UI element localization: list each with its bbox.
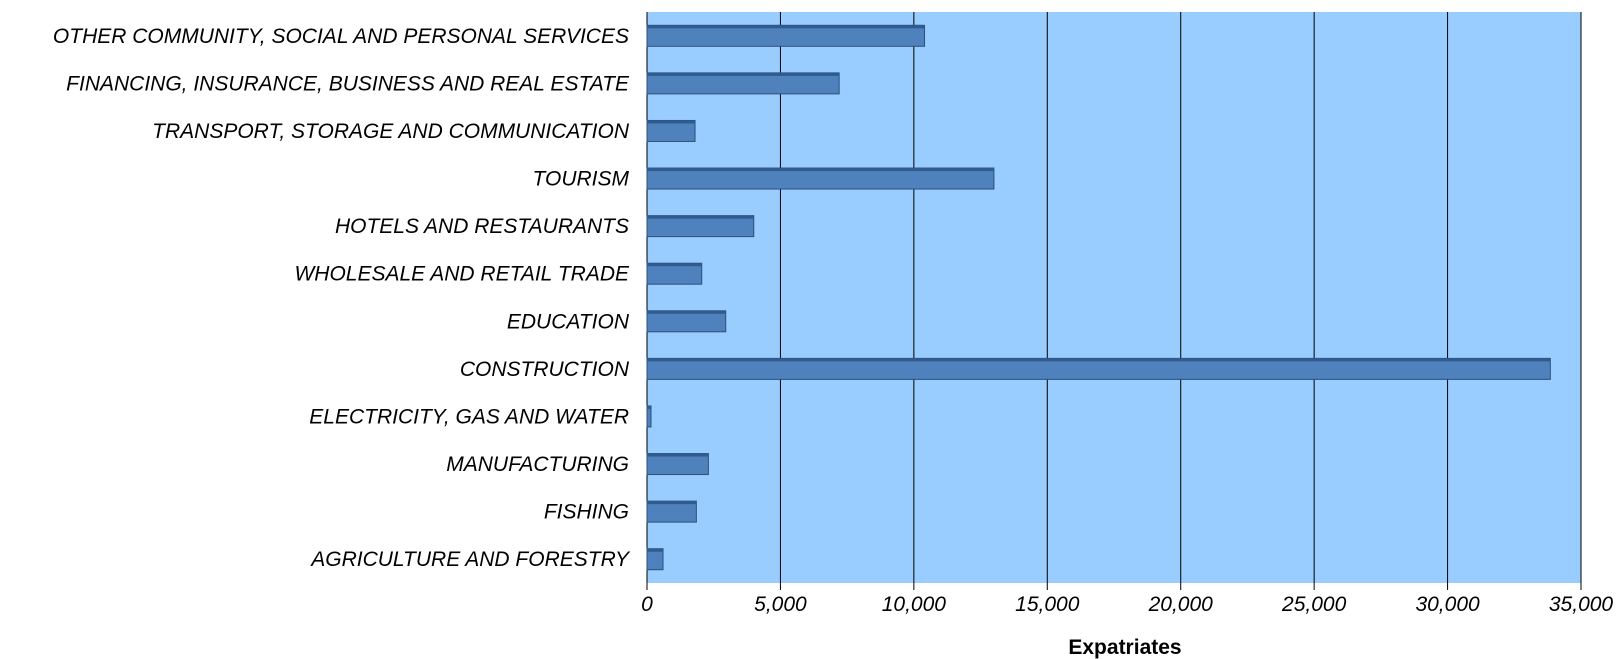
x-tick-label: 5,000 <box>754 593 807 616</box>
bar <box>646 357 1551 380</box>
x-tick-labels: 0 5,000 10,000 15,000 20,000 25,000 30,000 35,0… <box>641 593 1613 616</box>
x-tick-label: 25,000 <box>1281 593 1347 616</box>
bar-top-edge <box>647 453 709 457</box>
category-label: MANUFACTURING <box>446 453 629 476</box>
bar <box>646 548 664 571</box>
category-label: FINANCING, INSURANCE, BUSINESS AND REAL … <box>66 72 630 95</box>
bar <box>646 262 703 285</box>
bar <box>646 453 709 476</box>
bar-top-edge <box>647 263 702 267</box>
category-label: EDUCATION <box>507 310 630 333</box>
bar-top-edge <box>647 25 925 29</box>
category-label: ELECTRICITY, GAS AND WATER <box>309 405 629 428</box>
bar-top-edge <box>647 120 696 124</box>
bar <box>646 72 840 95</box>
category-label: AGRICULTURE AND FORESTRY <box>309 548 631 571</box>
x-tick-label: 30,000 <box>1415 593 1480 616</box>
x-tick-label: 35,000 <box>1549 593 1614 616</box>
bar <box>646 215 755 238</box>
bar <box>646 167 995 190</box>
category-label: FISHING <box>544 501 629 524</box>
x-tick-label: 10,000 <box>882 593 947 616</box>
bar-top-edge <box>647 548 664 552</box>
category-label: WHOLESALE AND RETAIL TRADE <box>294 263 630 286</box>
bar-top-edge <box>647 405 652 409</box>
x-axis-title: Expatriates <box>1068 636 1181 659</box>
bars <box>646 24 1551 571</box>
x-tick-label: 0 <box>641 593 653 616</box>
bar <box>646 405 652 428</box>
bar-top-edge <box>647 501 697 505</box>
category-label: OTHER COMMUNITY, SOCIAL AND PERSONAL SER… <box>53 25 629 48</box>
category-label: TOURISM <box>533 168 630 191</box>
plot-area <box>647 12 1581 583</box>
bar-top-edge <box>647 310 726 314</box>
bar-top-edge <box>647 72 840 76</box>
bar <box>646 310 727 333</box>
bar <box>646 24 926 47</box>
bar-top-edge <box>647 358 1551 362</box>
x-tick-label: 20,000 <box>1148 593 1214 616</box>
bar <box>646 119 696 142</box>
grid-lines <box>646 12 1582 590</box>
category-label: HOTELS AND RESTAURANTS <box>335 215 629 238</box>
category-label: TRANSPORT, STORAGE AND COMMUNICATION <box>152 120 630 143</box>
category-labels: OTHER COMMUNITY, SOCIAL AND PERSONAL SER… <box>53 25 631 571</box>
bar-top-edge <box>647 215 754 219</box>
x-tick-label: 15,000 <box>1015 593 1080 616</box>
bar-top-edge <box>647 168 994 172</box>
bar <box>646 500 697 523</box>
category-label: CONSTRUCTION <box>460 358 630 381</box>
